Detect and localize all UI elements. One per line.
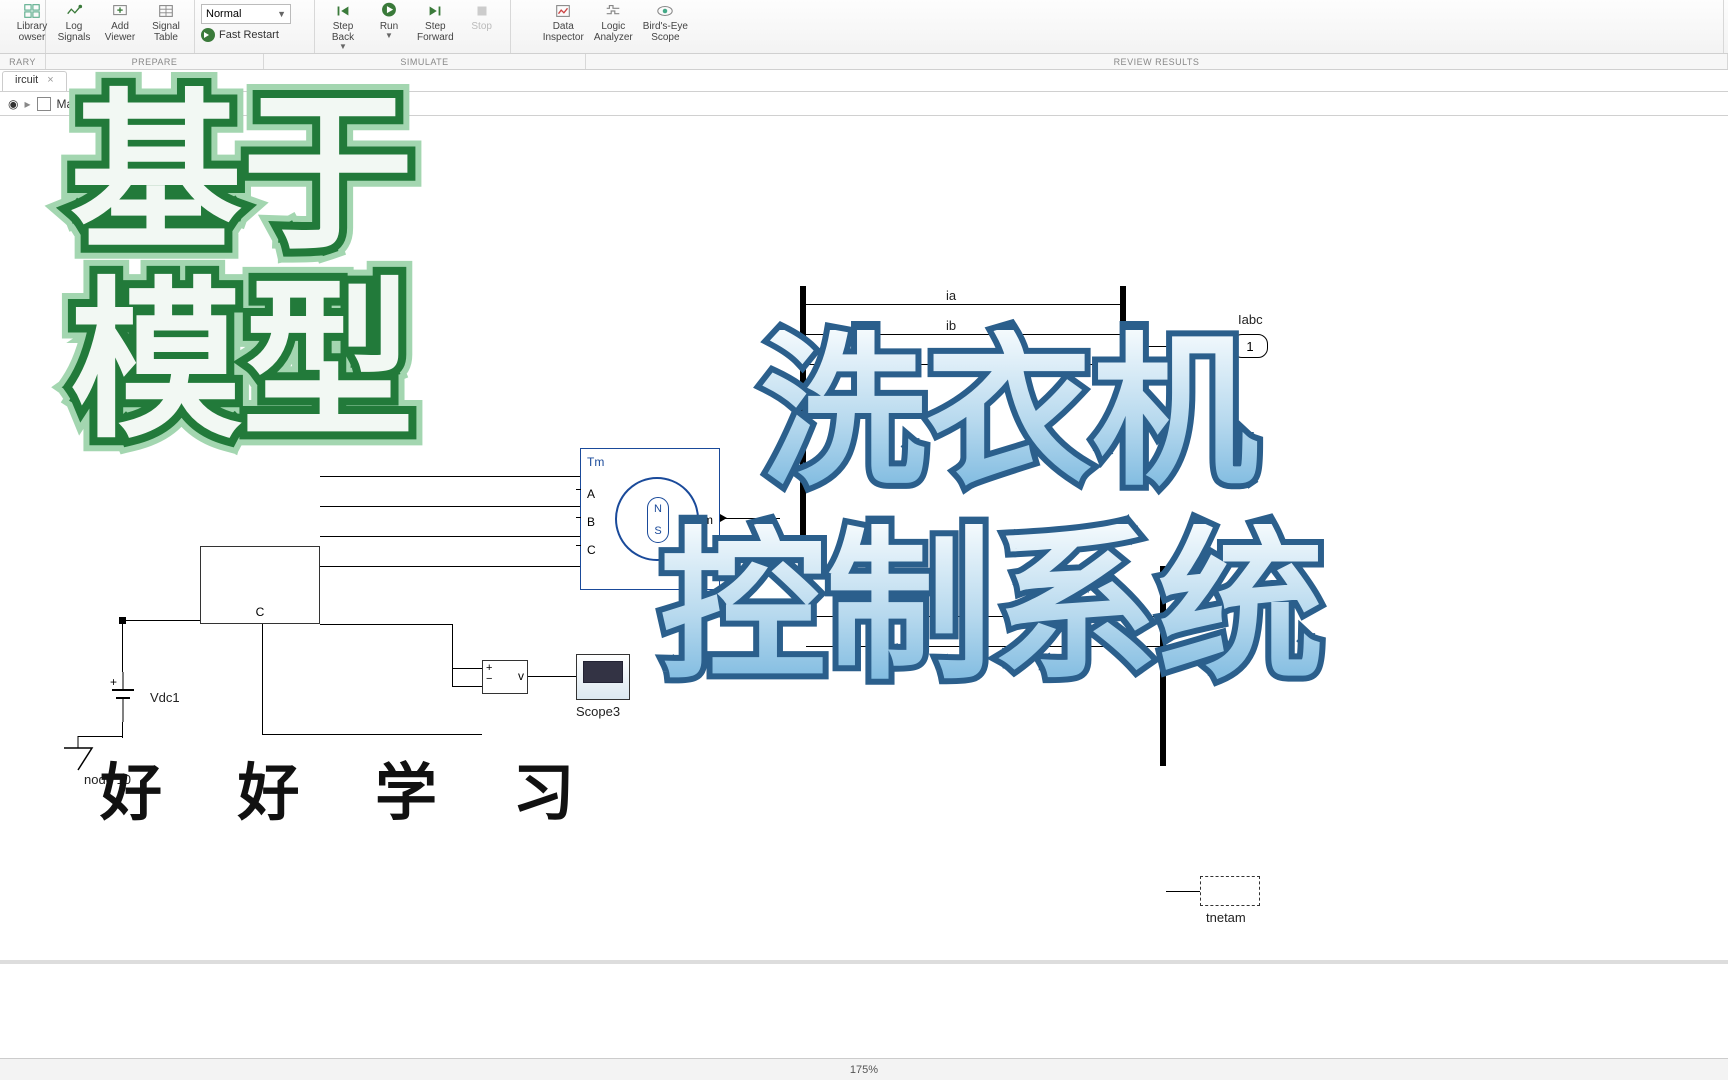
wire	[806, 304, 1120, 305]
fast-restart-icon	[201, 28, 215, 42]
signal-ia: ia	[946, 288, 956, 303]
section-prepare: PREPARE	[46, 54, 264, 69]
chevron-down-icon: ▼	[277, 9, 286, 19]
model-root-icon[interactable]: ◉	[8, 97, 18, 111]
vdc-label: Vdc1	[150, 690, 180, 705]
data-inspector-label: Data Inspector	[543, 21, 584, 43]
simulation-mode-dropdown[interactable]: Normal ▼	[201, 4, 291, 24]
overlay-green-1: 基于	[70, 88, 414, 260]
wire	[452, 668, 482, 669]
library-browser-label: Library owser	[17, 21, 48, 43]
simulation-mode-value: Normal	[206, 8, 241, 20]
section-review: REVIEW RESULTS	[586, 54, 1728, 69]
step-forward-label: Step Forward	[417, 21, 454, 43]
ribbon-toolbar: Library owser Log Signals Add Viewer Sig…	[0, 0, 1728, 54]
wire	[452, 624, 453, 686]
document-tab[interactable]: ircuit	[2, 71, 67, 91]
status-bar: 175%	[0, 1058, 1728, 1080]
wire	[452, 686, 482, 687]
wire	[320, 536, 580, 537]
port-c-label: C	[256, 605, 265, 619]
wire	[122, 620, 200, 621]
wire	[320, 506, 580, 507]
logic-analyzer-button[interactable]: Logic Analyzer	[590, 2, 637, 40]
wire	[262, 734, 482, 735]
chevron-down-icon: ▼	[339, 43, 347, 52]
wire	[262, 624, 263, 734]
chevron-down-icon: ▼	[385, 32, 393, 41]
stop-label: Stop	[471, 21, 492, 32]
add-viewer-button[interactable]: Add Viewer	[98, 2, 142, 40]
overlay-brush-text: 好 好 学 习	[100, 742, 605, 832]
birds-eye-label: Bird's-Eye Scope	[643, 21, 688, 43]
wire	[78, 736, 122, 737]
wire	[320, 624, 452, 625]
logic-analyzer-label: Logic Analyzer	[594, 21, 633, 43]
section-library: RARY	[0, 54, 46, 69]
motor-port-b: B	[587, 515, 595, 529]
overlay-blue-2: 控制系统	[660, 524, 1324, 690]
wire	[320, 476, 580, 477]
fast-restart-label: Fast Restart	[219, 29, 279, 41]
step-back-label: Step Back	[332, 21, 354, 43]
fast-restart-button[interactable]: Fast Restart	[201, 28, 308, 42]
wire	[320, 566, 580, 567]
signal-table-button[interactable]: Signal Table	[144, 2, 188, 40]
add-viewer-label: Add Viewer	[105, 21, 135, 43]
step-back-button[interactable]: Step Back ▼	[321, 2, 365, 40]
wire	[1166, 891, 1200, 892]
zoom-level[interactable]: 175%	[850, 1064, 878, 1076]
step-forward-button[interactable]: Step Forward	[413, 2, 458, 40]
ribbon-section-labels: RARY PREPARE SIMULATE REVIEW RESULTS	[0, 54, 1728, 70]
block-dc-source[interactable]: +	[106, 672, 140, 722]
log-signals-button[interactable]: Log Signals	[52, 2, 96, 40]
block-subsystem[interactable]: C	[200, 546, 320, 624]
run-button[interactable]: Run ▼	[367, 2, 411, 40]
log-signals-label: Log Signals	[58, 21, 91, 43]
section-simulate: SIMULATE	[264, 54, 586, 69]
svg-text:+: +	[110, 675, 117, 689]
breadcrumb-sep: ▸	[24, 97, 30, 111]
signal-table-label: Signal Table	[152, 21, 180, 43]
wire	[528, 676, 576, 677]
document-tab-label: ircuit	[15, 74, 38, 86]
stop-button[interactable]: Stop	[460, 2, 504, 40]
motor-port-a: A	[587, 487, 595, 501]
wire	[122, 722, 123, 738]
scrollbar-track	[0, 960, 1728, 964]
motor-port-tm: Tm	[587, 455, 604, 469]
scope3-label: Scope3	[576, 704, 620, 719]
subsystem-icon	[37, 97, 51, 111]
data-inspector-button[interactable]: Data Inspector	[539, 2, 588, 40]
motor-port-c: C	[587, 543, 596, 557]
block-goto[interactable]	[1200, 876, 1260, 906]
overlay-blue-1: 洗衣机	[760, 330, 1258, 496]
tnetam-label: tnetam	[1206, 910, 1246, 925]
wire	[122, 620, 123, 672]
block-voltage-measurement[interactable]: +− v	[482, 660, 528, 694]
block-scope[interactable]	[576, 654, 630, 700]
overlay-green-2: 模型	[70, 276, 414, 448]
birds-eye-scope-button[interactable]: Bird's-Eye Scope	[639, 2, 692, 40]
